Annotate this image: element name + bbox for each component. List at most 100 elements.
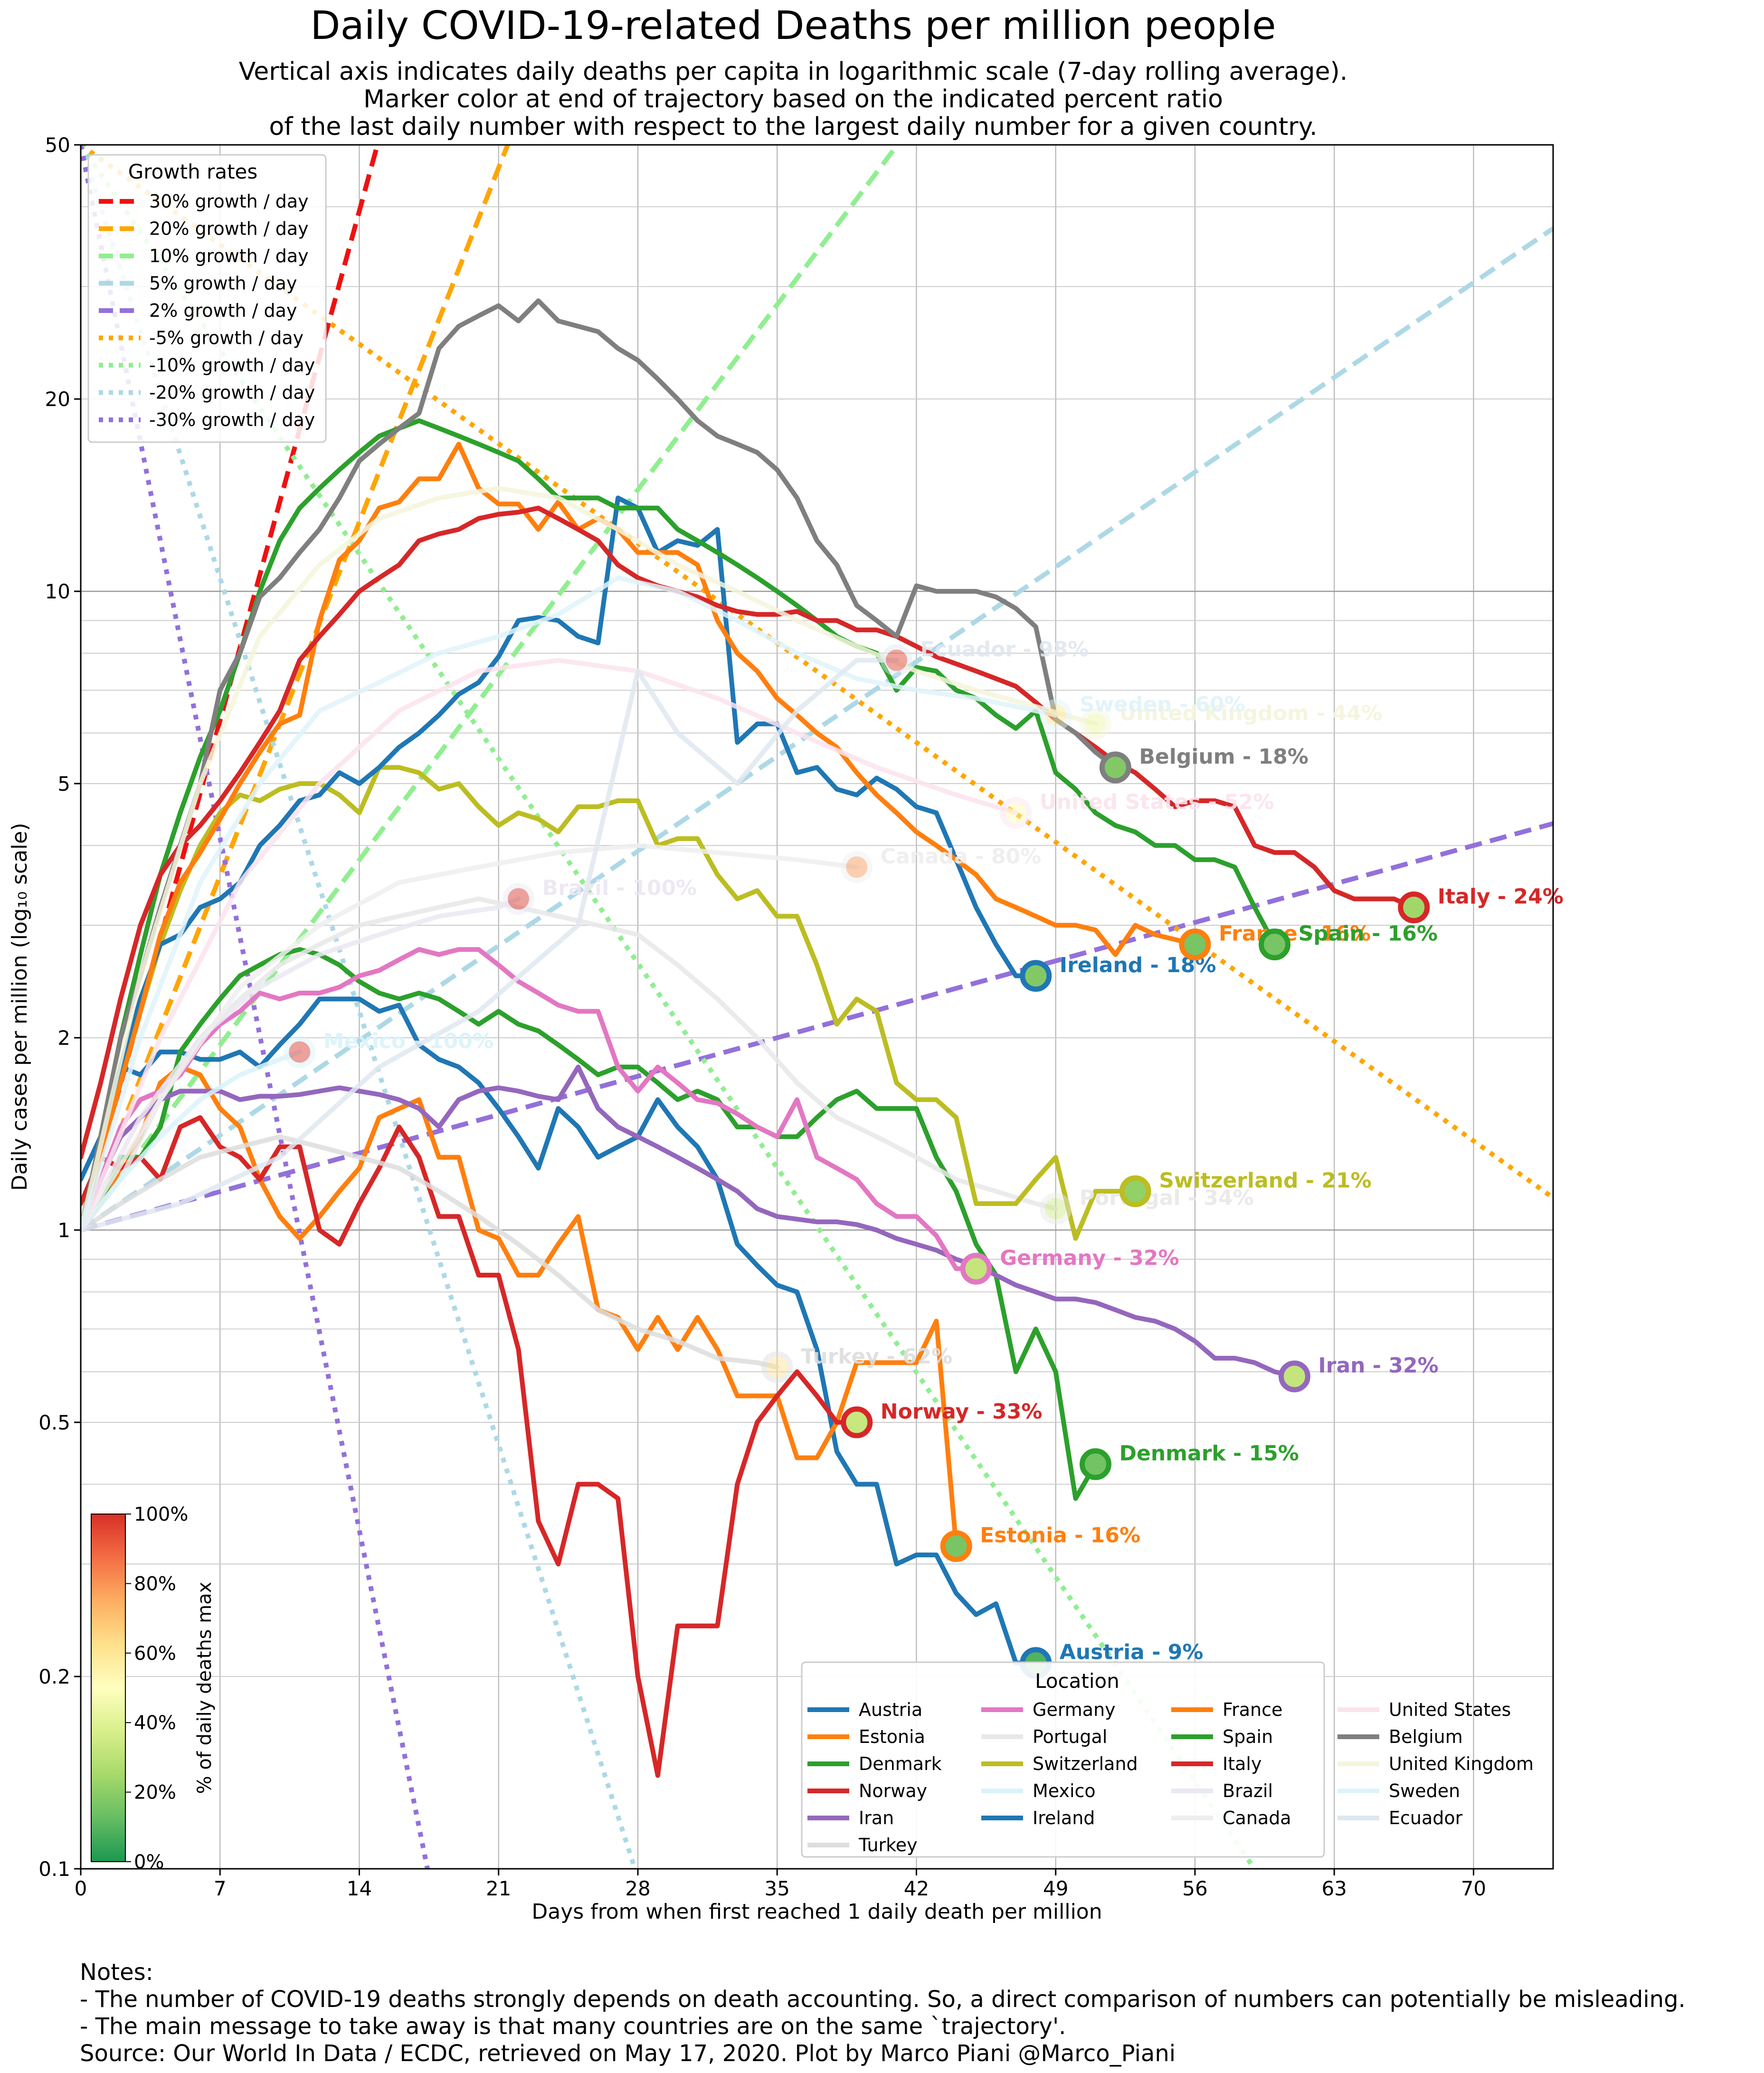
end-label: Austria - 9% <box>1060 1640 1204 1665</box>
end-marker <box>1020 960 1052 992</box>
chart-subtitle: Vertical axis indicates daily deaths per… <box>239 57 1348 141</box>
series-line <box>81 1064 1297 1379</box>
end-marker <box>1179 928 1211 961</box>
series-line <box>81 1050 302 1232</box>
y-tick-label: 50 <box>45 133 70 157</box>
series-line <box>81 486 1098 1232</box>
end-label: Turkey - 62% <box>801 1344 952 1369</box>
x-tick-label: 0 <box>75 1877 87 1900</box>
series-line <box>81 658 899 1232</box>
location-legend-label: Canada <box>1223 1808 1291 1828</box>
location-legend-label: Austria <box>859 1699 922 1720</box>
end-marker <box>1398 891 1430 924</box>
location-legend-label: Germany <box>1033 1699 1116 1720</box>
y-axis-label: Daily cases per million (log₁₀ scale) <box>8 823 32 1191</box>
location-legend-label: Sweden <box>1389 1780 1460 1801</box>
notes-line: Source: Our World In Data / ECDC, retrie… <box>80 2040 1176 2067</box>
colorbar-tick-label: 40% <box>134 1712 176 1734</box>
location-legend-label: Iran <box>859 1808 894 1828</box>
location-legend-title: Location <box>1035 1669 1119 1693</box>
end-label: Brazil - 100% <box>542 876 697 900</box>
colorbar-gradient <box>91 1514 126 1862</box>
end-marker <box>940 1530 972 1562</box>
series-line <box>81 947 979 1271</box>
end-marker <box>1000 796 1032 829</box>
series-line <box>81 996 1038 1666</box>
x-tick-label: 63 <box>1321 1877 1347 1900</box>
location-legend-label: Ecuador <box>1389 1808 1463 1828</box>
end-marker <box>1099 751 1131 784</box>
growth-legend-label: -30% growth / day <box>149 409 315 430</box>
y-tick-label: 0.5 <box>38 1411 70 1434</box>
colorbar-tick-label: 0% <box>134 1851 164 1873</box>
end-marker <box>1119 1175 1151 1207</box>
end-marker <box>1040 1193 1072 1225</box>
location-legend-label: United States <box>1389 1699 1511 1720</box>
series-line <box>81 418 1277 1232</box>
location-legend: Location Austria Estonia Denmark Norway Iran T… <box>801 1661 1534 1858</box>
y-tick-label: 0.2 <box>38 1665 70 1688</box>
growth-legend-label: -10% growth / day <box>149 355 315 376</box>
chart-title: Daily COVID-19-related Deaths per millio… <box>310 3 1276 48</box>
end-label: Switzerland - 21% <box>1159 1168 1371 1193</box>
series-line <box>81 947 1098 1501</box>
growth-legend-label: 2% growth / day <box>149 300 297 321</box>
growth-legend-label: -20% growth / day <box>149 382 315 403</box>
series-line <box>81 1134 780 1370</box>
end-label: Italy - 24% <box>1438 885 1564 909</box>
y-tick-label: 10 <box>45 580 70 603</box>
end-label: Norway - 33% <box>881 1400 1043 1424</box>
notes-heading: Notes: <box>80 1959 153 1986</box>
end-label: Iran - 32% <box>1318 1354 1438 1378</box>
end-marker <box>1079 708 1111 740</box>
chart: Daily COVID-19-related Deaths per millio… <box>8 3 1564 1924</box>
location-legend-label: Norway <box>859 1780 927 1801</box>
notes-line: - The main message to take away is that … <box>80 2013 1066 2040</box>
x-tick-label: 28 <box>625 1877 650 1900</box>
plot-frame <box>80 144 1554 1870</box>
end-marker <box>1278 1360 1310 1392</box>
end-label: Denmark - 15% <box>1119 1441 1299 1466</box>
end-marker <box>503 883 535 915</box>
axes: 0 7 14 21 28 35 42 49 56 63 70 0.1 0.2 0.5 1 2 5 10 20 50 <box>38 133 1486 1900</box>
colorbar-tick-label: 60% <box>134 1643 176 1665</box>
subtitle-line: of the last daily number with respect to… <box>269 113 1317 141</box>
growth-line <box>81 226 1553 1232</box>
location-legend-label: Belgium <box>1389 1726 1463 1747</box>
end-label: Mexico - 100% <box>323 1029 493 1053</box>
end-label: Ecuador - 98% <box>920 637 1089 662</box>
x-axis-label: Days from when first reached 1 daily dea… <box>531 1900 1102 1924</box>
x-tick-label: 42 <box>904 1877 929 1900</box>
series-line <box>81 575 1058 1232</box>
end-label: Portugal - 34% <box>1080 1186 1254 1210</box>
end-marker <box>881 644 913 676</box>
end-label: Spain - 16% <box>1299 922 1438 946</box>
end-label: Estonia - 16% <box>980 1524 1140 1548</box>
location-legend-label: Spain <box>1223 1726 1273 1747</box>
growth-line <box>81 145 901 1232</box>
growth-line <box>81 145 430 1869</box>
location-legend-label: France <box>1223 1699 1282 1720</box>
location-legend-label: Italy <box>1223 1753 1261 1774</box>
series-line <box>81 298 1118 1232</box>
location-legend-label: Denmark <box>859 1753 942 1774</box>
end-label: Sweden - 60% <box>1080 692 1245 717</box>
country-series <box>81 298 1416 1778</box>
location-legend-label: Mexico <box>1033 1780 1096 1801</box>
x-tick-label: 14 <box>347 1877 372 1900</box>
x-tick-label: 56 <box>1182 1877 1207 1900</box>
growth-rates-legend: Growth rates 30% growth / day 20% growth /… <box>87 154 327 443</box>
colorbar: 0% 20% 40% 60% 80% 100% % of daily deaths max <box>91 1504 216 1873</box>
series-line <box>81 1115 859 1778</box>
end-marker <box>761 1351 793 1383</box>
subtitle-line: Vertical axis indicates daily deaths per… <box>239 57 1348 86</box>
end-label: Canada - 80% <box>881 844 1041 869</box>
y-tick-label: 5 <box>57 772 70 795</box>
growth-line <box>81 145 1553 1200</box>
location-legend-label: Ireland <box>1033 1808 1095 1828</box>
end-marker <box>841 851 873 883</box>
growth-legend-title: Growth rates <box>128 160 258 183</box>
end-marker <box>1259 928 1291 961</box>
end-label: United Kingdom - 44% <box>1119 701 1382 725</box>
x-tick-label: 70 <box>1461 1877 1486 1900</box>
